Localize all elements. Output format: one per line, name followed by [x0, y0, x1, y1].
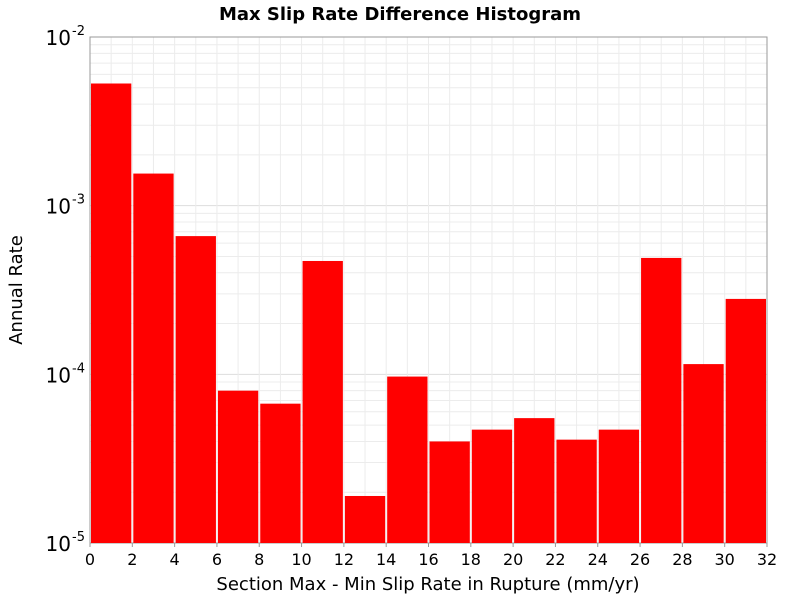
bar	[302, 260, 343, 543]
bar	[514, 418, 555, 543]
bar	[260, 403, 301, 543]
bar	[217, 390, 259, 543]
x-tick-label: 32	[757, 550, 777, 569]
bar	[471, 429, 513, 543]
bar	[556, 439, 597, 543]
y-axis-ticks: 10-210-310-410-5	[46, 24, 85, 556]
bar	[641, 257, 682, 543]
x-tick-label: 8	[254, 550, 264, 569]
bar	[598, 429, 640, 543]
x-tick-label: 2	[127, 550, 137, 569]
bar	[683, 364, 724, 543]
chart-title: Max Slip Rate Difference Histogram	[219, 4, 581, 25]
bar	[387, 376, 428, 543]
x-tick-label: 6	[212, 550, 222, 569]
y-tick-base: 10	[46, 363, 71, 387]
x-tick-label: 0	[85, 550, 95, 569]
bar	[725, 298, 766, 543]
x-tick-label: 30	[715, 550, 735, 569]
x-tick-label: 20	[503, 550, 523, 569]
y-axis-label: Annual Rate	[6, 235, 27, 345]
x-tick-label: 28	[672, 550, 692, 569]
y-tick-label: 10 -4	[46, 361, 85, 387]
bar	[175, 236, 216, 544]
bar-group	[91, 83, 766, 544]
y-tick-label: 10 -5	[46, 530, 85, 556]
x-tick-label: 10	[291, 550, 311, 569]
y-tick-base: 10	[46, 532, 71, 556]
x-axis-ticks: 0 2 4 6 8 10 12 14 16 18 20 22 24 26 28 30 32	[85, 543, 777, 569]
y-tick-exponent: -3	[72, 193, 85, 208]
y-tick-label: 10 -3	[46, 193, 85, 219]
x-tick-label: 4	[170, 550, 180, 569]
x-tick-label: 12	[334, 550, 354, 569]
y-tick-base: 10	[46, 26, 71, 50]
x-tick-label: 16	[418, 550, 438, 569]
y-tick-label: 10 -2	[46, 24, 85, 50]
bar	[133, 173, 174, 543]
bar	[344, 495, 386, 543]
x-tick-label: 18	[461, 550, 481, 569]
x-tick-label: 26	[630, 550, 650, 569]
x-tick-label: 14	[376, 550, 396, 569]
bar	[429, 441, 470, 543]
x-tick-label: 22	[545, 550, 565, 569]
y-tick-base: 10	[46, 195, 71, 219]
x-axis-label: Section Max - Min Slip Rate in Rupture (…	[216, 574, 639, 595]
x-tick-label: 24	[588, 550, 608, 569]
y-tick-exponent: -5	[72, 530, 85, 545]
bar	[91, 83, 132, 544]
y-tick-exponent: -2	[72, 24, 85, 39]
y-tick-exponent: -4	[72, 361, 85, 376]
